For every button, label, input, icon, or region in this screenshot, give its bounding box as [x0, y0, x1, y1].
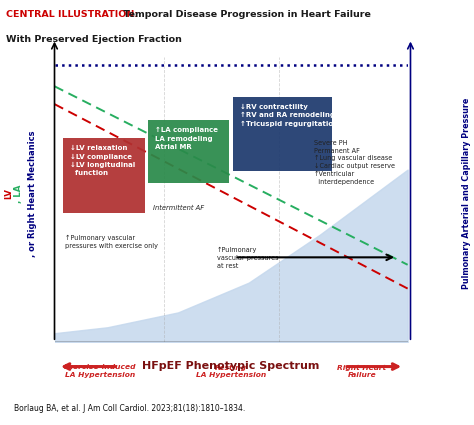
Text: , or Right Heart Mechanics: , or Right Heart Mechanics [28, 130, 36, 257]
Text: Temporal Disease Progression in Heart Failure: Temporal Disease Progression in Heart Fa… [120, 10, 371, 19]
Text: With Preserved Ejection Fraction: With Preserved Ejection Fraction [6, 35, 182, 44]
Text: LV: LV [4, 188, 13, 199]
Text: ↑LA compliance
LA remodeling
Atrial MR: ↑LA compliance LA remodeling Atrial MR [155, 128, 218, 150]
Text: , LA: , LA [14, 184, 22, 203]
Text: Exercise-induced
LA Hypertension: Exercise-induced LA Hypertension [64, 365, 137, 378]
Text: Intermittent AF: Intermittent AF [154, 205, 204, 211]
FancyBboxPatch shape [233, 97, 332, 171]
FancyBboxPatch shape [64, 139, 145, 213]
Text: CENTRAL ILLUSTRATION:: CENTRAL ILLUSTRATION: [6, 10, 138, 19]
Text: ↑Pulmonary
vascular pressures
at rest: ↑Pulmonary vascular pressures at rest [217, 247, 278, 269]
Text: ↓RV contractility
↑RV and RA remodeling
↑Tricuspid regurgitation: ↓RV contractility ↑RV and RA remodeling … [240, 104, 338, 127]
Text: Borlaug BA, et al. J Am Coll Cardiol. 2023;81(18):1810–1834.: Borlaug BA, et al. J Am Coll Cardiol. 20… [14, 404, 246, 413]
Text: Pulmonary Arterial and Capillary Pressure: Pulmonary Arterial and Capillary Pressur… [463, 98, 471, 289]
Text: HFpEF Phenotypic Spectrum: HFpEF Phenotypic Spectrum [142, 361, 320, 371]
Text: ↑Pulmonary vascular
pressures with exercise only: ↑Pulmonary vascular pressures with exerc… [65, 235, 158, 249]
Text: Right Heart
Failure: Right Heart Failure [337, 365, 386, 378]
Text: Severe PH
Permanent AF
↑Lung vascular disease
↓Cardiac output reserve
↑Ventricul: Severe PH Permanent AF ↑Lung vascular di… [314, 140, 395, 185]
Text: ↓LV relaxation
↓LV compliance
↓LV longitudinal
  function: ↓LV relaxation ↓LV compliance ↓LV longit… [71, 145, 136, 176]
FancyBboxPatch shape [148, 121, 229, 183]
Text: Resting
LA Hypertension: Resting LA Hypertension [196, 365, 266, 378]
